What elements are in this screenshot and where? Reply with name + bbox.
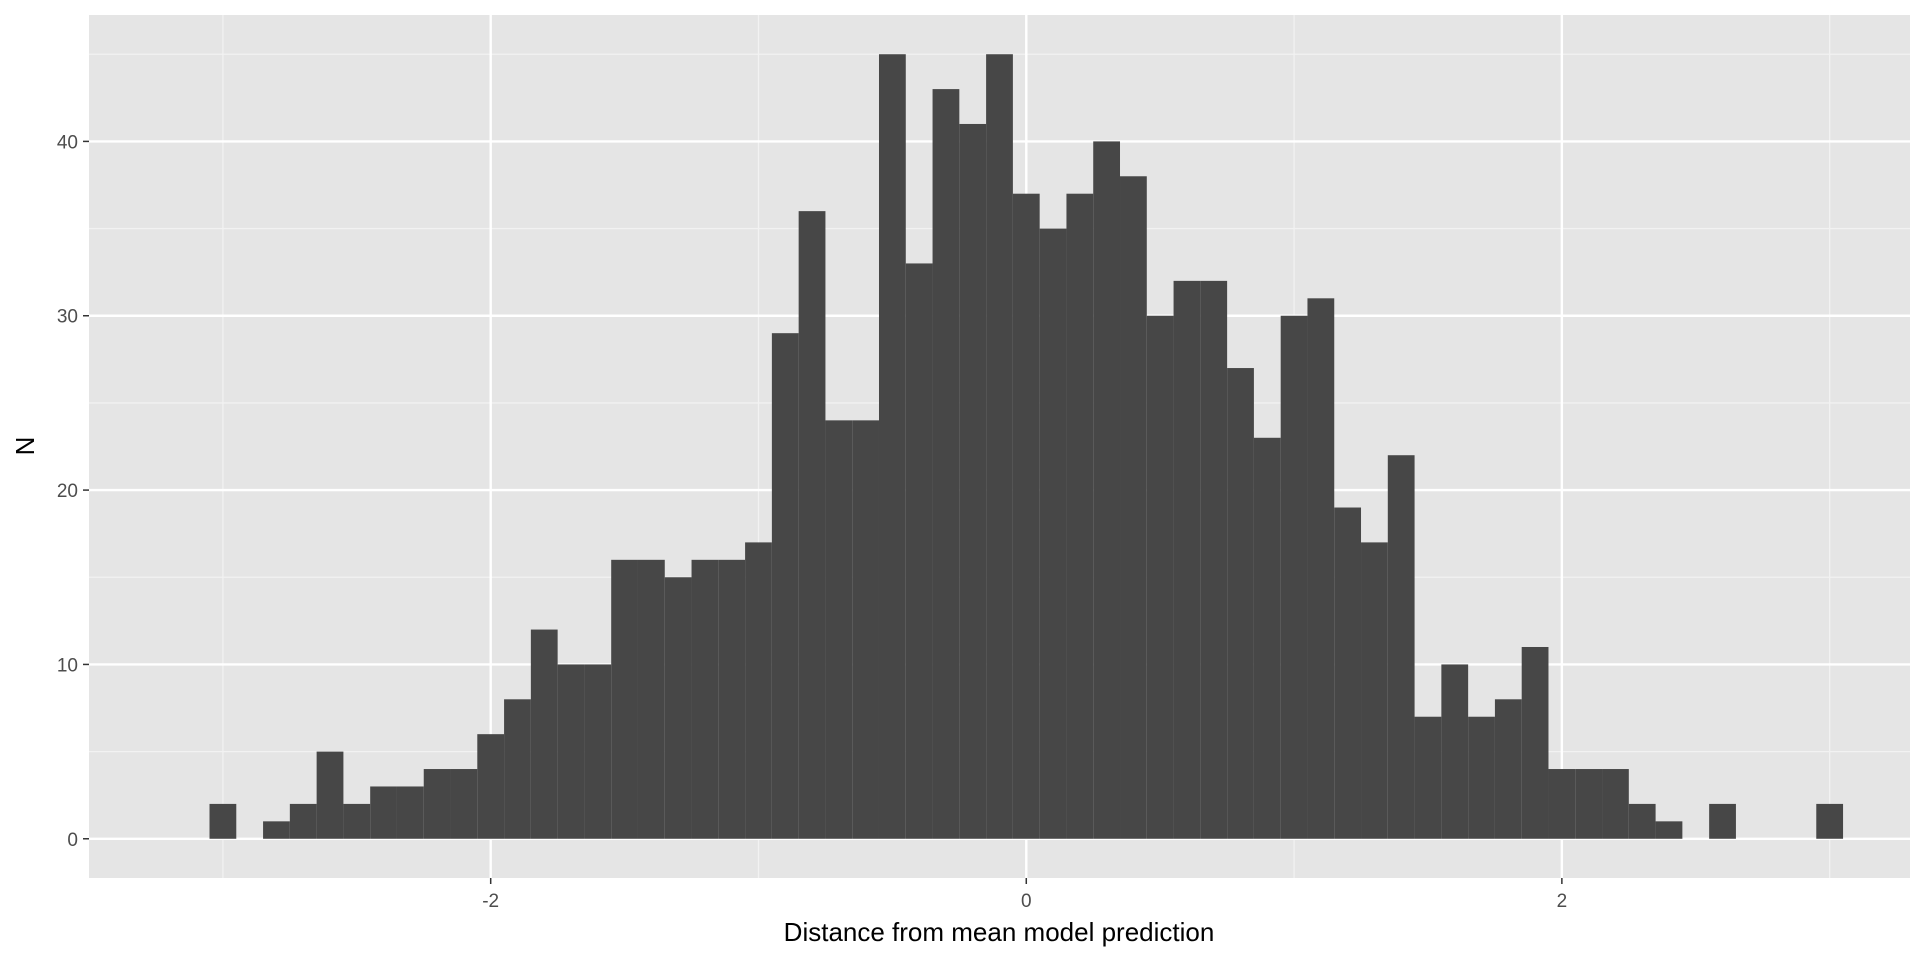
histogram-bar <box>637 559 665 839</box>
histogram-bar <box>370 786 397 839</box>
histogram-bar <box>611 559 638 839</box>
histogram-bar <box>1334 507 1362 839</box>
histogram-bar <box>1548 769 1576 839</box>
histogram-bar <box>959 123 987 839</box>
x-axis-ticks: -2 0 2 <box>482 878 1567 912</box>
histogram-bar <box>1602 769 1629 839</box>
histogram-bars <box>209 54 1844 839</box>
histogram-bar <box>1521 646 1549 839</box>
histogram-bar <box>1494 699 1522 839</box>
histogram-bar <box>1387 455 1415 839</box>
y-axis-title: N <box>10 437 40 456</box>
histogram-bar <box>1012 193 1040 839</box>
histogram-bar <box>504 699 531 839</box>
x-tick-label: 0 <box>1021 891 1032 912</box>
x-tick-label: 2 <box>1557 891 1568 912</box>
y-axis-ticks: 0 10 20 30 40 <box>57 132 89 851</box>
x-axis-title: Distance from mean model prediction <box>784 917 1215 947</box>
histogram-bar <box>477 734 505 839</box>
histogram-bar <box>396 786 424 839</box>
histogram-bar <box>1628 803 1656 839</box>
histogram-bar <box>1280 315 1308 839</box>
histogram-bar <box>530 629 558 839</box>
histogram-bar <box>423 769 451 839</box>
histogram-bar <box>852 420 879 839</box>
histogram-bar <box>1441 664 1469 839</box>
histogram-bar <box>1227 368 1254 839</box>
histogram-bar <box>1200 280 1228 839</box>
histogram-bar <box>825 420 853 839</box>
histogram-bar <box>1146 315 1174 839</box>
histogram-bar <box>557 664 585 839</box>
histogram-bar <box>771 333 799 839</box>
histogram-bar <box>1414 716 1442 839</box>
histogram-bar <box>263 821 290 839</box>
x-tick-label: -2 <box>482 891 499 912</box>
histogram-bar <box>289 803 317 839</box>
y-tick-label: 0 <box>67 830 78 851</box>
histogram-bar <box>986 54 1013 839</box>
histogram-bar <box>450 769 478 839</box>
histogram-bar <box>718 559 746 839</box>
histogram-bar <box>1468 716 1495 839</box>
histogram-bar <box>584 664 612 839</box>
histogram-bar <box>316 751 344 839</box>
y-tick-label: 20 <box>57 481 78 502</box>
histogram-bar <box>932 89 960 839</box>
y-tick-label: 30 <box>57 307 78 328</box>
histogram-bar <box>1066 193 1094 839</box>
histogram-bar <box>1361 542 1388 839</box>
y-tick-label: 10 <box>57 655 78 676</box>
histogram-bar <box>1253 437 1281 839</box>
histogram-bar <box>664 577 692 839</box>
histogram-bar <box>1173 280 1201 839</box>
histogram-bar <box>878 54 906 839</box>
histogram-bar <box>691 559 719 839</box>
histogram-bar <box>1039 228 1067 839</box>
histogram-bar <box>1120 176 1147 839</box>
histogram-bar <box>209 803 237 839</box>
histogram-bar <box>798 211 826 839</box>
histogram-bar <box>1816 803 1844 839</box>
histogram-bar <box>1575 769 1603 839</box>
histogram-bar <box>1307 298 1335 839</box>
histogram-bar <box>343 803 371 839</box>
histogram-bar <box>905 263 933 839</box>
histogram-bar <box>1709 803 1736 839</box>
histogram-bar <box>745 542 772 839</box>
y-tick-label: 40 <box>57 132 78 153</box>
histogram-bar <box>1655 821 1683 839</box>
histogram-bar <box>1093 141 1121 839</box>
